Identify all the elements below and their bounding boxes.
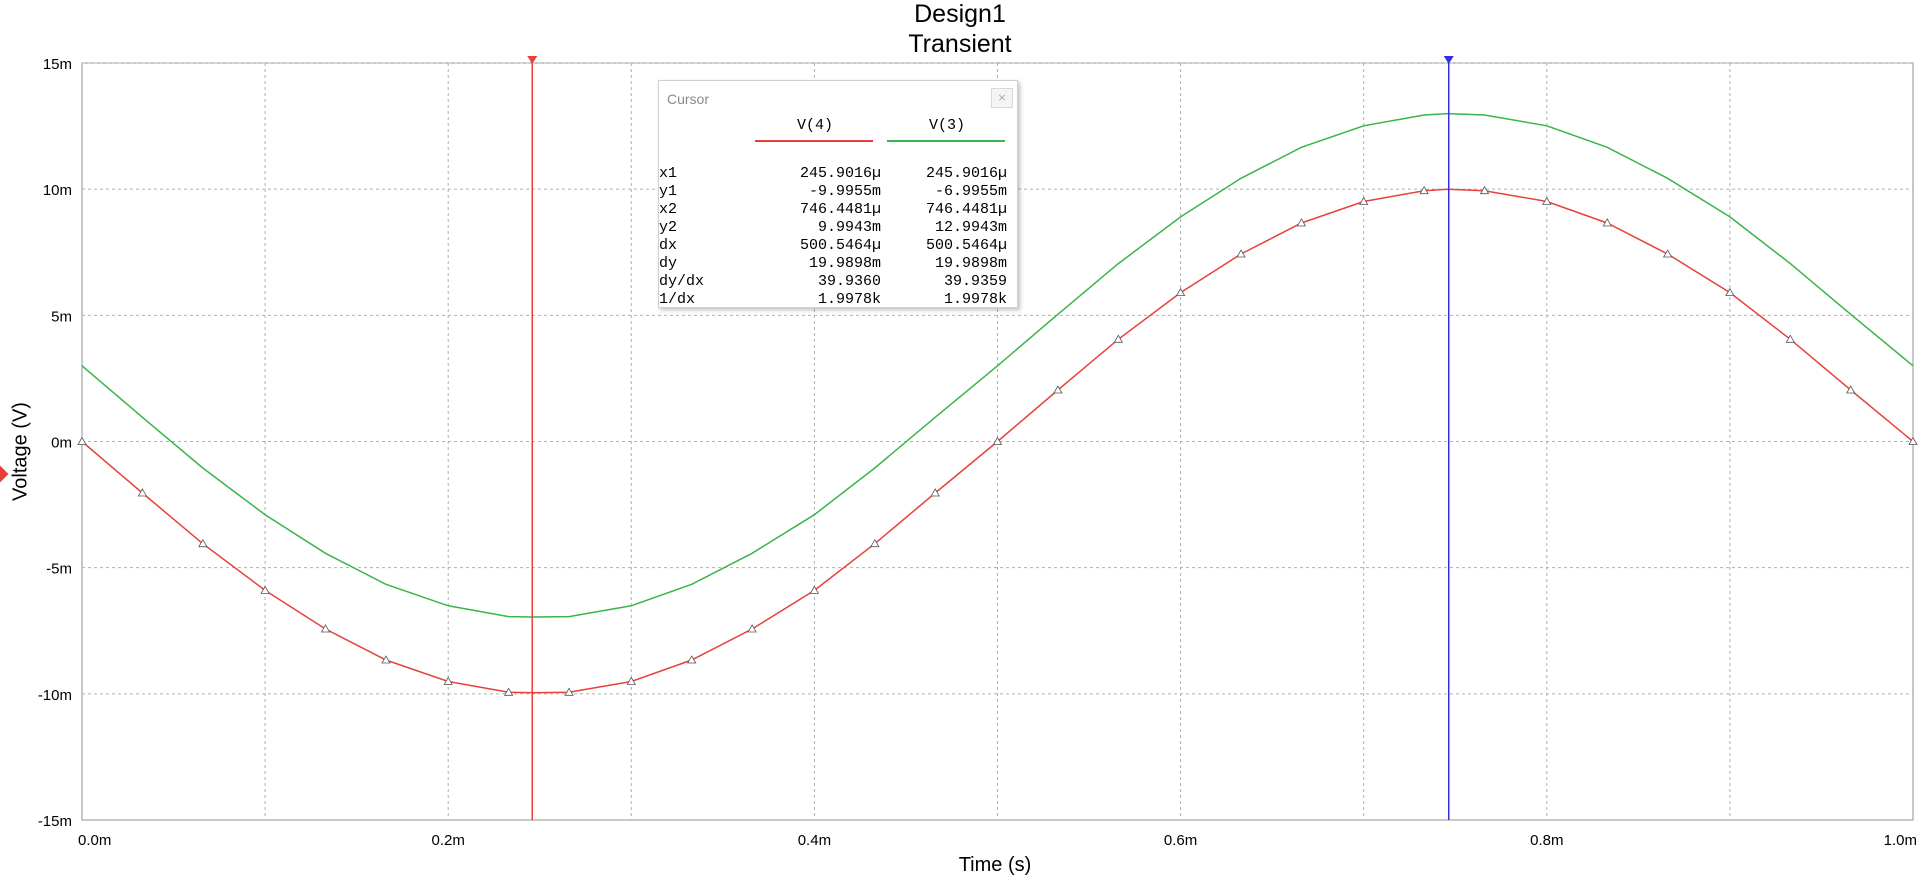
x-tick-label: 0.8m (1530, 832, 1563, 849)
readout-value-v4: 19.9898m (808, 255, 881, 272)
readout-value-v4: 1.9978k (817, 291, 881, 308)
readout-label: x1 (659, 165, 678, 182)
readout-value-v3: 19.9898m (934, 255, 1007, 272)
readout-label: y1 (659, 183, 678, 200)
data-point-marker (260, 585, 270, 594)
readout-row: dy 19.9898m 19.9898m (659, 255, 1017, 273)
data-point-marker (1542, 196, 1552, 205)
data-point-marker (1296, 218, 1307, 227)
x-axis-label: Time (s) (958, 854, 1032, 876)
data-point-marker (198, 538, 208, 548)
data-point-marker (626, 676, 636, 685)
readout-row: dx 500.5464µ 500.5464µ (659, 237, 1017, 255)
readout-label: dx (659, 237, 678, 254)
readout-value-v3: -6.9955m (934, 183, 1007, 200)
data-point-marker (1479, 185, 1490, 195)
data-point-marker (809, 585, 820, 594)
data-point-marker (564, 687, 574, 696)
data-point-marker (137, 488, 148, 497)
data-point-marker (1175, 287, 1186, 297)
data-point-marker (870, 538, 880, 548)
readout-label: x2 (659, 201, 678, 218)
readout-label: y2 (659, 219, 678, 236)
data-point-marker (1725, 287, 1735, 297)
cursor-panel[interactable]: Cursor × V(4) V(3) x1 245.9016µ 245.9016µ … (658, 80, 1018, 308)
y-tick-label: 10m (43, 182, 72, 199)
readout-value-v4: -9.9955m (808, 183, 881, 200)
readout-value-v3: 500.5464µ (925, 237, 1007, 254)
readout-value-v4: 39.9360 (817, 273, 881, 290)
y-tick-label: -5m (46, 561, 72, 578)
data-point-marker (992, 436, 1003, 445)
v3-color-swatch (887, 140, 1005, 142)
data-point-marker (1359, 196, 1369, 205)
readout-value-v3: 245.9016µ (925, 165, 1007, 182)
data-point-marker (503, 687, 514, 696)
readout-value-v3: 12.9943m (934, 219, 1007, 236)
readout-value-v4: 9.9943m (817, 219, 881, 236)
data-point-marker (1419, 185, 1429, 195)
data-point-marker (1908, 436, 1918, 445)
readout-row: y1 -9.9955m -6.9955m (659, 183, 1017, 201)
readout-label: dy/dx (659, 273, 705, 290)
y-tick-label: 0m (51, 435, 72, 452)
y-tick-label: 15m (43, 56, 72, 73)
readout-label: dy (659, 255, 678, 272)
cursor-readout-table: x1 245.9016µ 245.9016µ y1 -9.9955m -6.9955m … (659, 165, 1017, 309)
data-point-marker (1846, 385, 1856, 394)
readout-value-v3: 1.9978k (943, 291, 1007, 308)
readout-value-v4: 245.9016µ (799, 165, 881, 182)
readout-row: dy/dx 39.9360 39.9359 (659, 273, 1017, 291)
data-point-marker (1113, 334, 1124, 343)
data-point-marker (1053, 385, 1063, 394)
x-tick-label: 0.0m (78, 832, 111, 849)
readout-value-v3: 39.9359 (943, 273, 1007, 290)
chart-title: Design1 (914, 0, 1006, 28)
data-point-marker (1236, 249, 1246, 258)
cursor-panel-title: Cursor (667, 91, 710, 107)
data-point-marker (1602, 218, 1612, 227)
readout-row: 1/dx 1.9978k 1.9978k (659, 291, 1017, 309)
cursor-2-handle-icon[interactable] (1443, 56, 1454, 64)
close-icon[interactable]: × (991, 88, 1013, 108)
readout-label: 1/dx (659, 291, 696, 308)
data-point-marker (320, 624, 331, 633)
data-point-marker (443, 676, 453, 685)
y-axis-label: Voltage (V) (9, 402, 32, 501)
readout-value-v4: 746.4481µ (799, 201, 881, 218)
readout-value-v3: 746.4481µ (925, 201, 1007, 218)
v4-color-swatch (755, 140, 873, 142)
x-tick-label: 0.4m (798, 832, 831, 849)
y-tick-label: 5m (51, 308, 72, 325)
column-header-v4: V(4) (796, 117, 833, 134)
data-point-marker (1662, 249, 1673, 258)
data-point-marker (747, 624, 757, 633)
chart-subtitle: Transient (908, 30, 1012, 58)
readout-value-v4: 500.5464µ (799, 237, 881, 254)
series-line-v3 (81, 112, 1914, 618)
y-tick-label: -10m (38, 687, 72, 704)
data-point-marker (1785, 334, 1796, 343)
x-tick-label: 0.6m (1164, 832, 1197, 849)
data-point-marker (381, 655, 391, 664)
data-point-marker (77, 436, 87, 445)
y-tick-label: -15m (38, 813, 72, 830)
data-point-marker (687, 655, 697, 664)
x-tick-label: 1.0m (1884, 832, 1917, 849)
readout-row: x1 245.9016µ 245.9016µ (659, 165, 1017, 183)
readout-row: y2 9.9943m 12.9943m (659, 219, 1017, 237)
data-point-marker (930, 488, 940, 497)
cursor-1-handle-icon[interactable] (527, 56, 538, 64)
x-tick-label: 0.2m (432, 832, 465, 849)
readout-row: x2 746.4481µ 746.4481µ (659, 201, 1017, 219)
column-header-v3: V(3) (928, 117, 965, 134)
